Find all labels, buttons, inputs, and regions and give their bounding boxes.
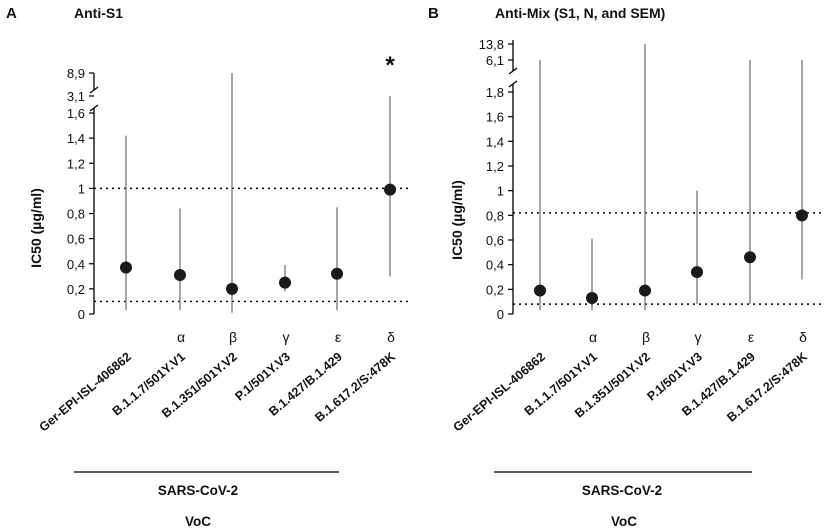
panel-a-y-tick-label: 0,8 [67, 207, 85, 222]
panel-a-y-tick-label: 1,6 [67, 106, 85, 121]
panel-a-y-tick-label: 1,4 [67, 131, 85, 146]
panel-a-greek-label: β [229, 329, 237, 345]
panel-a-category-label: Ger-EPI-ISL-406862 [37, 350, 134, 435]
panel-a-y-tick-label: 0,4 [67, 257, 85, 272]
panel-a-voc-label: VoC [185, 514, 211, 529]
panel-a-letter: A [6, 5, 17, 22]
panel-a-y-tick-label: 3,1 [67, 89, 85, 104]
panel-b-ylabel: IC50 (µg/ml) [449, 180, 465, 260]
panel-b-greek-label: γ [695, 329, 702, 345]
panel-a-axis-break-mark [89, 86, 99, 94]
panel-a-y-tick-label: 0 [78, 307, 85, 322]
panel-a-y-tick-label: 1 [78, 181, 85, 196]
panel-a-ylabel: IC50 (µg/ml) [28, 188, 44, 268]
panel-a-y-tick-label: 0,6 [67, 232, 85, 247]
plots: 0 0,2 0,4 0,6 0,8 1 1,2 1,4 1,6 3,1 8,9 Ger-EPI-ISL… [37, 37, 824, 434]
panel-b-y-tick-label: 0,6 [486, 233, 504, 248]
panel-b-y-tick-label: 13,8 [479, 37, 504, 52]
panel-b-greek-label: ε [748, 329, 754, 345]
panel-b-y-tick-label: 1 [497, 184, 504, 199]
panel-a-data-point [120, 261, 132, 274]
panel-b-greek-label: δ [799, 329, 807, 345]
panel-a-data-point [174, 269, 186, 282]
panel-b-group-label: SARS-CoV-2 [582, 483, 662, 498]
panel-b-greek-label: β [642, 329, 650, 345]
panel-b-y-tick-label: 1,8 [486, 85, 504, 100]
panel-b-letter: B [428, 5, 439, 22]
panel-b-y-tick-label: 0,2 [486, 282, 504, 297]
panel-b-category-label: Ger-EPI-ISL-406862 [451, 350, 548, 435]
panel-b-y-tick-label: 1,4 [486, 134, 504, 149]
panel-a-group-label: SARS-CoV-2 [158, 483, 238, 498]
panel-b-y-tick-label: 0,8 [486, 208, 504, 223]
panel-b-y-tick-label: 1,6 [486, 110, 504, 125]
panel-a-axis-break-mark [89, 104, 99, 112]
panel-a-significance-marker: * [385, 52, 395, 79]
panel-a-greek-label: α [177, 329, 185, 345]
panel-b-data-point [639, 284, 651, 297]
panel-a-data-point [279, 276, 291, 289]
panel-b-data-point [744, 251, 756, 264]
panel-a-greek-label: δ [387, 329, 395, 345]
panel-b-y-tick-label: 0,4 [486, 258, 504, 273]
panel-b-y-tick-label: 0 [497, 307, 504, 322]
panel-a-data-point [331, 267, 343, 280]
panel-a-greek-label: ε [335, 329, 341, 345]
panel-b-y-tick-label: 1,2 [486, 159, 504, 174]
panel-b-title: Anti-Mix (S1, N, and SEM) [495, 5, 665, 21]
panel-b-axis-break-mark [508, 67, 518, 75]
panel-a-y-tick-label: 0,2 [67, 282, 85, 297]
panel-b-data-point [691, 266, 703, 279]
panel-b-greek-label: α [589, 329, 597, 345]
panel-a-data-point [226, 282, 238, 295]
panel-a-y-tick-label: 8,9 [67, 66, 85, 81]
panel-b-axis-break-mark [508, 80, 518, 88]
panel-b-data-point [586, 291, 598, 304]
panel-b-y-tick-label: 6,1 [486, 53, 504, 68]
panel-a-title: Anti-S1 [74, 5, 123, 21]
panel-a-y-tick-label: 1,2 [67, 156, 85, 171]
panel-b-data-point [534, 284, 546, 297]
panel-b-voc-label: VoC [611, 514, 637, 529]
panel-a-data-point [384, 183, 396, 196]
panel-b-data-point [796, 209, 808, 222]
panel-a-greek-label: γ [283, 329, 290, 345]
